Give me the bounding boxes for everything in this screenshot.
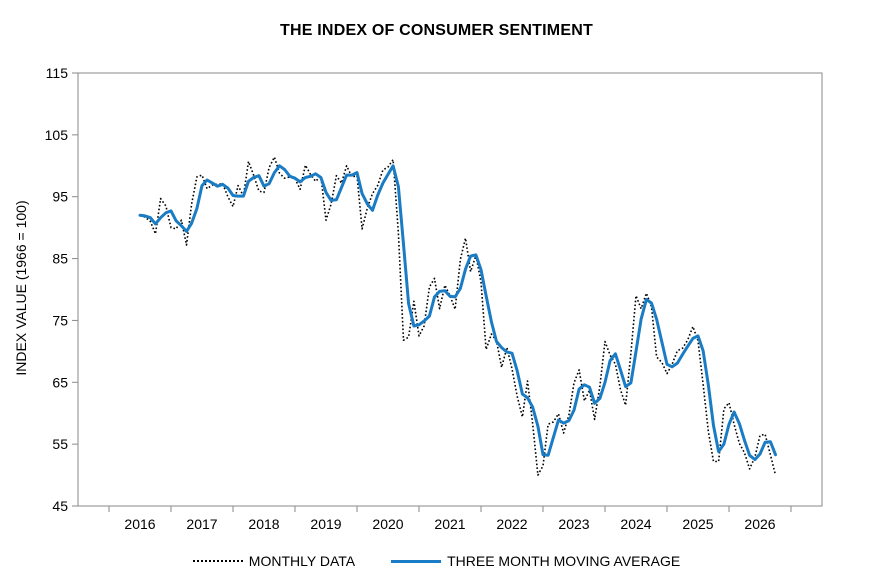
y-tick-label: 45 (52, 498, 68, 514)
y-tick-label: 85 (52, 251, 68, 267)
y-tick-label: 95 (52, 189, 68, 205)
series-layer (138, 156, 777, 476)
x-axis-ticks: 2016 2017 2018 2019 2020 2021 2022 2023 2024 2025… (108, 506, 792, 532)
y-axis-title: INDEX VALUE (1966 = 100) (13, 200, 29, 375)
y-axis-ticks: 45 55 65 75 85 95 105 115 (45, 65, 78, 514)
legend-label-moving-average: THREE MONTH MOVING AVERAGE (447, 553, 681, 569)
y-tick-label: 105 (45, 127, 69, 143)
y-tick-label: 75 (52, 312, 68, 328)
x-tick-label: 2021 (434, 516, 465, 532)
x-tick-label: 2023 (558, 516, 589, 532)
legend-label-monthly: MONTHLY DATA (248, 553, 356, 569)
x-tick-label: 2020 (372, 516, 403, 532)
x-tick-label: 2025 (682, 516, 713, 532)
legend-item-moving-average: THREE MONTH MOVING AVERAGE (391, 553, 680, 569)
axes (77, 72, 823, 507)
x-tick-label: 2016 (124, 516, 155, 532)
plot-frame (77, 72, 823, 507)
legend-swatch-monthly (192, 560, 243, 562)
chart-title: THE INDEX OF CONSUMER SENTIMENT (280, 22, 593, 39)
legend-swatch-moving-average (391, 559, 442, 563)
x-tick-label: 2018 (248, 516, 279, 532)
x-tick-label: 2024 (620, 516, 651, 532)
legend: MONTHLY DATA THREE MONTH MOVING AVERAGE (0, 553, 873, 569)
x-tick-label: 2026 (744, 516, 775, 532)
series-line-moving-average (138, 164, 777, 462)
y-tick-label: 115 (46, 65, 69, 81)
series-line-monthly (139, 156, 777, 476)
x-tick-label: 2017 (186, 516, 217, 532)
x-tick-label: 2019 (310, 516, 341, 532)
x-tick-label: 2022 (496, 516, 527, 532)
y-tick-label: 55 (52, 436, 68, 452)
y-tick-label: 65 (52, 374, 68, 390)
legend-item-monthly: MONTHLY DATA (192, 553, 356, 569)
